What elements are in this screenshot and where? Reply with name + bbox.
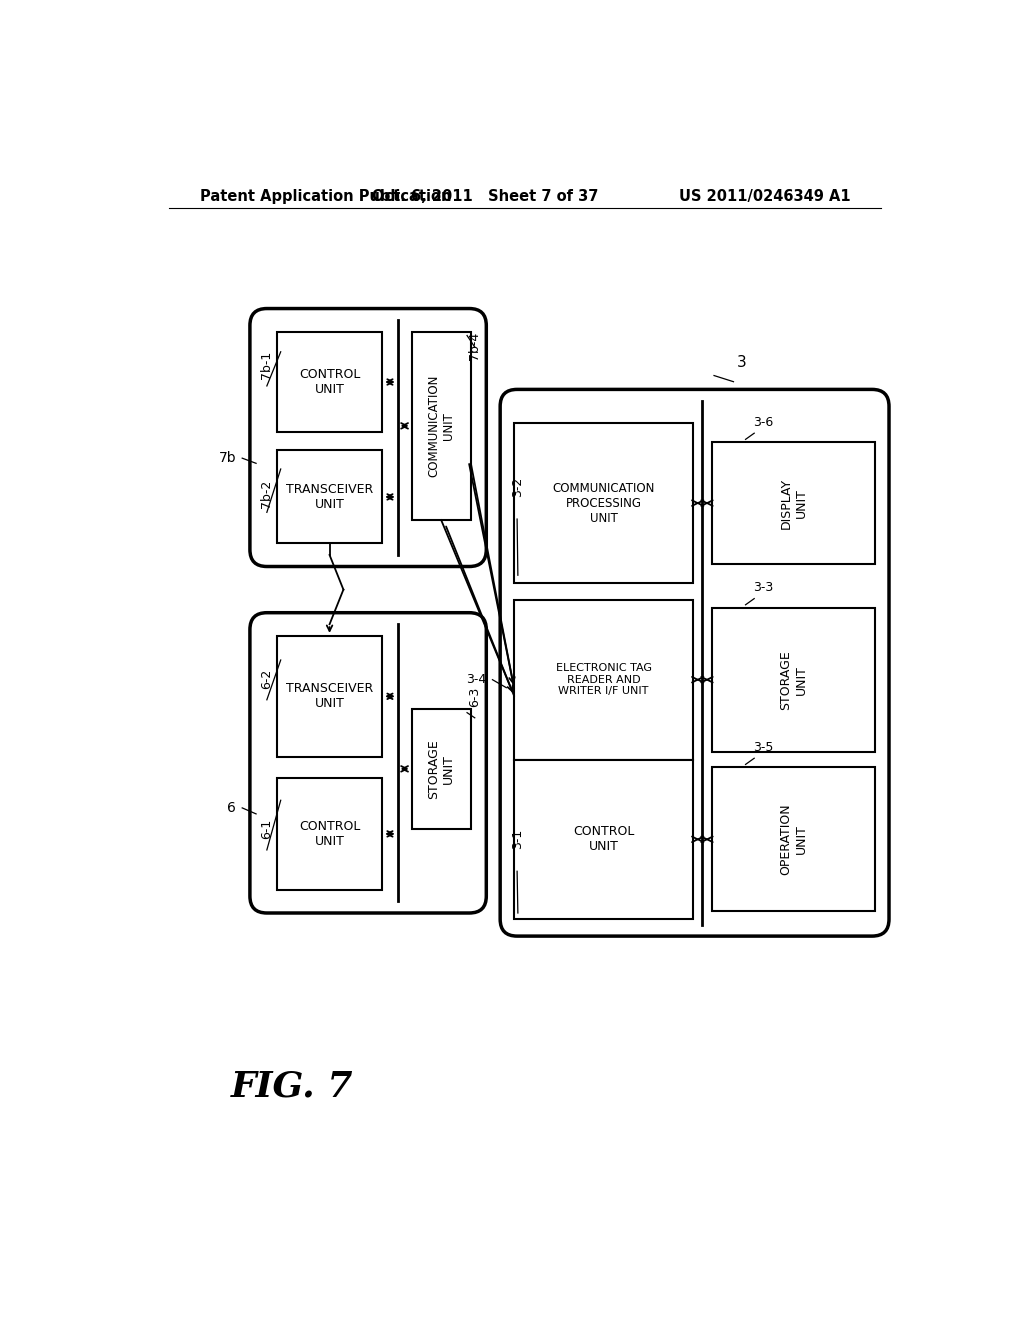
Text: ELECTRONIC TAG
READER AND
WRITER I/F UNIT: ELECTRONIC TAG READER AND WRITER I/F UNI… (556, 663, 651, 696)
Text: 6-3: 6-3 (468, 686, 481, 708)
Bar (276, 331, 382, 433)
Bar (412, 331, 471, 520)
Text: 6-2: 6-2 (260, 669, 273, 689)
Text: Patent Application Publication: Patent Application Publication (200, 189, 452, 205)
Text: 3-5: 3-5 (753, 741, 773, 754)
FancyBboxPatch shape (250, 612, 486, 913)
Bar (276, 450, 382, 544)
Text: CONTROL
UNIT: CONTROL UNIT (572, 825, 634, 853)
Text: 6-1: 6-1 (260, 818, 273, 840)
Bar (514, 599, 693, 759)
Text: TRANSCEIVER
UNIT: TRANSCEIVER UNIT (286, 682, 373, 710)
Text: 3-4: 3-4 (466, 673, 486, 686)
Bar (514, 759, 693, 919)
Text: Oct. 6, 2011   Sheet 7 of 37: Oct. 6, 2011 Sheet 7 of 37 (372, 189, 598, 205)
Bar (712, 607, 876, 751)
Text: FIG. 7: FIG. 7 (230, 1069, 353, 1104)
Text: 7b-1: 7b-1 (260, 351, 273, 379)
Text: 3-2: 3-2 (511, 477, 523, 498)
Text: US 2011/0246349 A1: US 2011/0246349 A1 (679, 189, 851, 205)
Bar (712, 442, 876, 564)
Text: STORAGE
UNIT: STORAGE UNIT (779, 649, 807, 710)
Text: 3: 3 (736, 355, 746, 370)
FancyBboxPatch shape (500, 389, 889, 936)
Text: 7b-4: 7b-4 (468, 331, 481, 360)
FancyBboxPatch shape (250, 309, 486, 566)
Text: CONTROL
UNIT: CONTROL UNIT (299, 820, 360, 847)
Bar (412, 709, 471, 829)
Text: OPERATION
UNIT: OPERATION UNIT (779, 804, 807, 875)
Text: CONTROL
UNIT: CONTROL UNIT (299, 368, 360, 396)
Bar (276, 777, 382, 890)
Text: 3-1: 3-1 (511, 829, 523, 850)
Text: 3-3: 3-3 (753, 581, 773, 594)
Text: 7b: 7b (218, 451, 237, 465)
Text: 3-6: 3-6 (753, 416, 773, 429)
Text: STORAGE
UNIT: STORAGE UNIT (427, 739, 456, 799)
Text: COMMUNICATION
PROCESSING
UNIT: COMMUNICATION PROCESSING UNIT (552, 482, 654, 524)
Text: COMMUNICATION
UNIT: COMMUNICATION UNIT (427, 375, 456, 477)
Bar (514, 424, 693, 583)
Text: 6: 6 (227, 801, 237, 814)
Text: TRANSCEIVER
UNIT: TRANSCEIVER UNIT (286, 483, 373, 511)
Text: 7b-2: 7b-2 (260, 480, 273, 508)
Text: DISPLAY
UNIT: DISPLAY UNIT (779, 478, 807, 529)
Bar (712, 767, 876, 911)
Bar (276, 636, 382, 756)
